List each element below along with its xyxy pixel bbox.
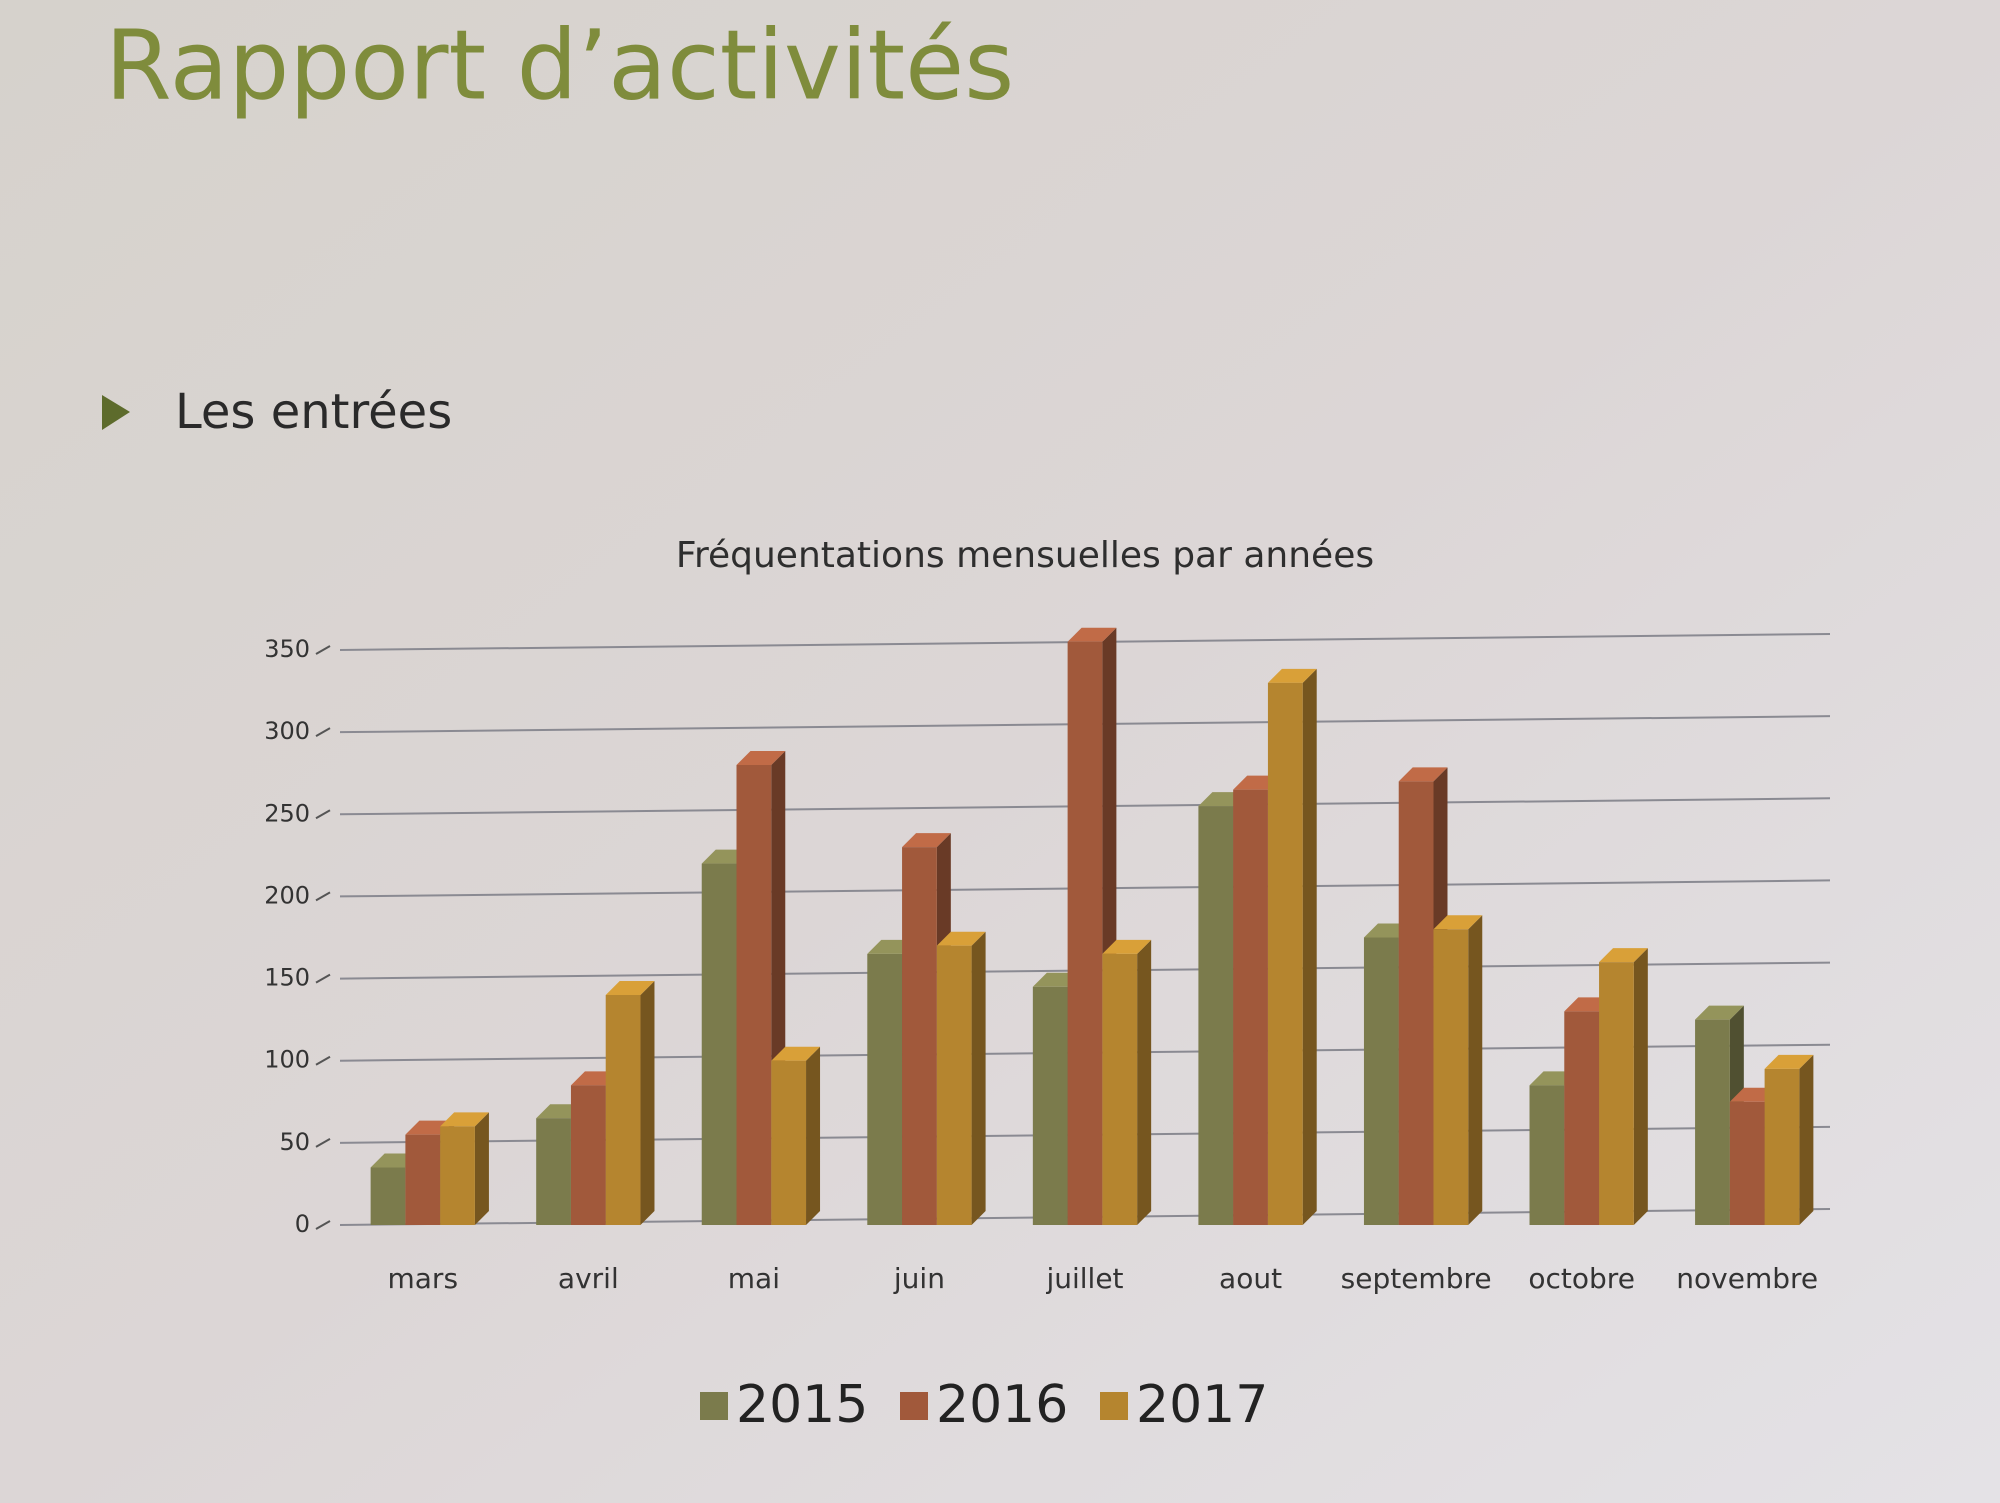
y-tick-label: 200 (264, 881, 310, 909)
x-tick-label: avril (558, 1262, 619, 1295)
bar-front (1729, 1101, 1765, 1225)
x-tick-label: juillet (1045, 1262, 1123, 1295)
bar (1433, 915, 1483, 1225)
y-tick-label: 300 (264, 717, 310, 745)
bar-front (605, 995, 641, 1225)
y-tick-label: 250 (264, 799, 310, 827)
bar-front (1398, 781, 1434, 1225)
bar-front (536, 1118, 571, 1225)
x-tick-label: aout (1219, 1262, 1282, 1295)
bar-front (1599, 962, 1634, 1225)
bar (1599, 948, 1648, 1225)
bar-top (1599, 948, 1648, 963)
bar (1102, 939, 1152, 1225)
legend-label: 2017 (1136, 1375, 1268, 1435)
bar (902, 833, 951, 1225)
bar-side (1302, 668, 1317, 1225)
bar-side (640, 981, 655, 1225)
bar (605, 981, 655, 1225)
bar-side (1468, 915, 1483, 1225)
bar (1267, 668, 1317, 1225)
bar (936, 931, 986, 1225)
bar-top (1102, 939, 1152, 954)
bar-front (1198, 806, 1234, 1225)
legend-swatch (700, 1392, 728, 1420)
bar-side (474, 1112, 489, 1225)
bar-front (902, 847, 937, 1225)
bar-front (701, 863, 737, 1225)
y-tick (315, 1137, 331, 1148)
y-tick-label: 50 (279, 1128, 310, 1156)
slide-title: Rapport d’activités (105, 9, 1014, 121)
bar-front (1529, 1085, 1565, 1225)
y-tick (315, 891, 331, 902)
bar-front (1764, 1068, 1800, 1225)
bar-top (1695, 1005, 1744, 1020)
y-tick-label: 100 (264, 1046, 310, 1074)
bar-front (1433, 929, 1469, 1225)
bar (771, 1046, 821, 1225)
legend-label: 2016 (936, 1375, 1068, 1435)
bar-top (771, 1046, 821, 1061)
bar-front (736, 765, 772, 1225)
bullet-icon (102, 395, 130, 430)
bar (440, 1112, 489, 1225)
bar-side (971, 931, 986, 1225)
x-tick-label: juin (893, 1262, 945, 1295)
bar-front (1233, 789, 1268, 1225)
bar-front (1067, 641, 1103, 1225)
bar-side (1633, 948, 1648, 1225)
y-tick (315, 645, 331, 655)
bar-front (1363, 937, 1399, 1225)
y-tick (315, 809, 331, 820)
bar-side (1137, 939, 1152, 1225)
bar-front (867, 953, 903, 1225)
bar-top (440, 1112, 489, 1127)
bar-top (902, 833, 951, 848)
bar-front (440, 1126, 475, 1225)
bar-front (1267, 682, 1303, 1225)
bar-top (1433, 915, 1483, 930)
bar-top (936, 931, 986, 946)
legend-label: 2015 (736, 1375, 868, 1435)
bar-top (1764, 1054, 1814, 1069)
bar-top (736, 751, 786, 765)
bar-front (1102, 953, 1138, 1225)
y-tick (315, 1055, 331, 1066)
bar-front (1695, 1019, 1730, 1225)
bar-front (771, 1060, 807, 1225)
x-tick-label: septembre (1341, 1262, 1492, 1295)
bar-top (605, 981, 655, 995)
bar-front (936, 945, 972, 1225)
x-tick-label: mars (388, 1262, 459, 1295)
legend-swatch (900, 1392, 928, 1420)
x-tick-label: octobre (1528, 1262, 1635, 1295)
y-tick-label: 350 (264, 635, 310, 663)
bar-top (1398, 767, 1448, 782)
legend-swatch (1100, 1392, 1128, 1420)
bar-side (1799, 1054, 1814, 1225)
x-tick-label: novembre (1676, 1262, 1818, 1295)
bar-front (370, 1167, 406, 1225)
y-tick-label: 150 (264, 964, 310, 992)
bar-front (1564, 1011, 1600, 1225)
x-tick-label: mai (728, 1262, 780, 1295)
bar-top (1267, 668, 1317, 683)
bar (1764, 1054, 1814, 1225)
bar-top (1067, 627, 1117, 642)
y-tick-label: 0 (295, 1210, 310, 1238)
bullet-text: Les entrées (175, 384, 452, 440)
bar-side (806, 1046, 821, 1225)
bar-front (1032, 986, 1068, 1225)
y-tick (315, 727, 331, 738)
bar-front (405, 1134, 441, 1225)
chart-title: Fréquentations mensuelles par années (676, 535, 1374, 576)
bar-front (570, 1085, 606, 1225)
y-tick (315, 973, 331, 984)
y-tick (315, 1220, 331, 1230)
